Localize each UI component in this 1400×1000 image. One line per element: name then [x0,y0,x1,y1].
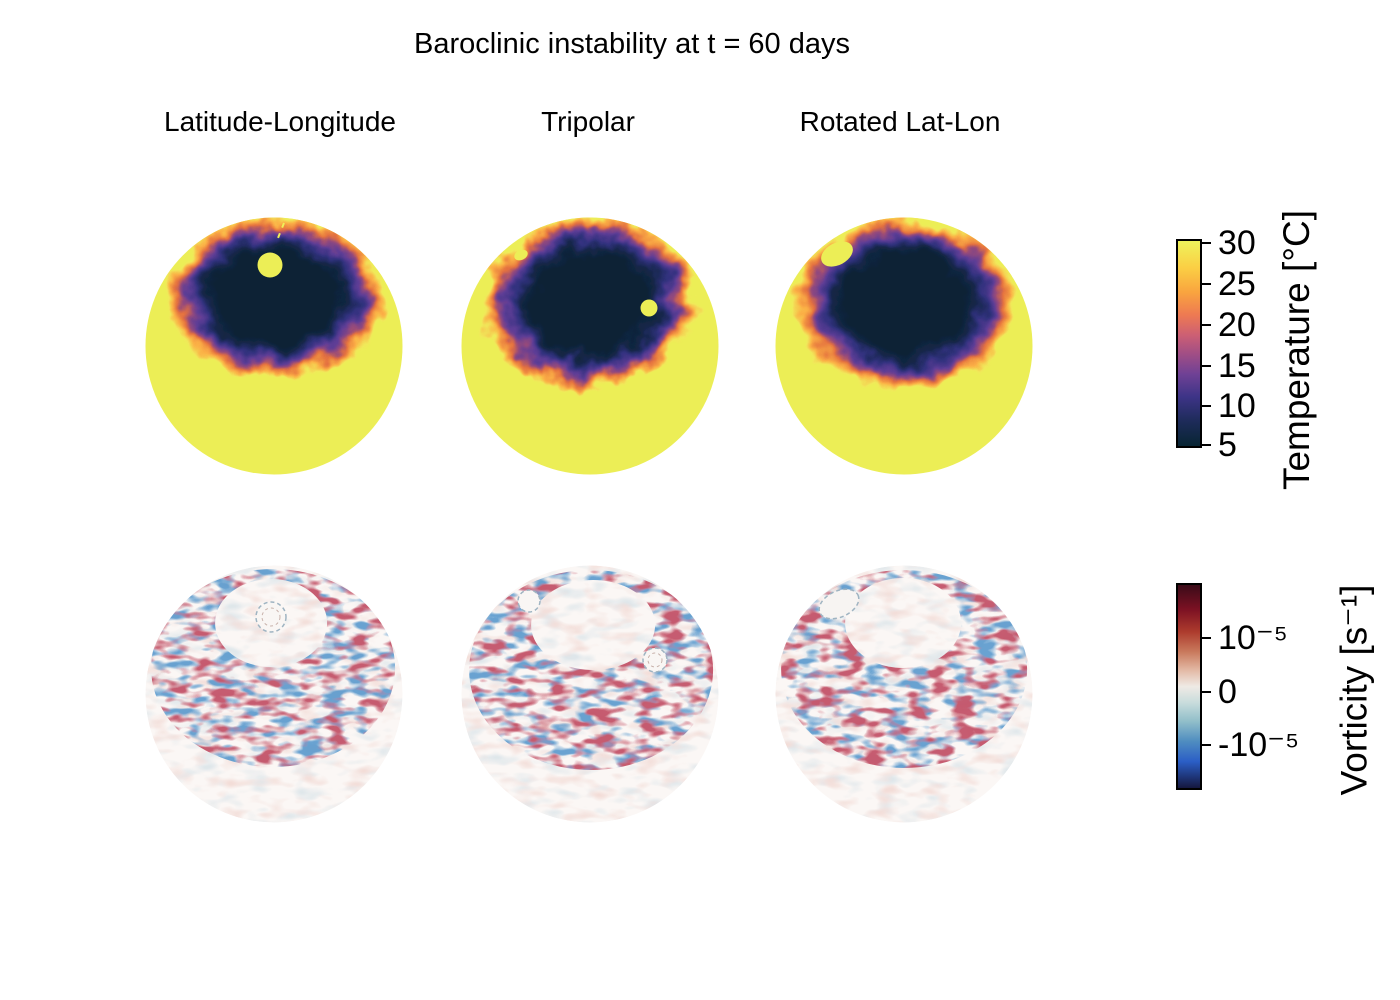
temperature-tick-20: 20 [1202,308,1256,342]
figure-title: Baroclinic instability at t = 60 days [413,28,851,60]
temperature-colorbar-gradient [1176,239,1202,448]
temperature-tick-15: 15 [1202,349,1256,383]
tick-mark [1202,364,1211,368]
vorticity-colorbar: 10⁻⁵ 0 -10⁻⁵ [1176,583,1299,790]
tick-label: 30 [1218,224,1256,262]
column-header-tripolar: Tripolar [541,106,635,137]
sphere-vorticity-rotated [775,565,1033,823]
panel-vorticity-tripolar [461,565,719,823]
cold-polar-cap [481,217,699,392]
tick-label: 0 [1218,673,1237,711]
panel-temperature-tripolar [461,217,719,475]
tick-label: 25 [1218,265,1256,303]
pole-ring [255,601,287,633]
sphere-temperature-tripolar [461,217,719,475]
temperature-tick-10: 10 [1202,389,1256,423]
pole-ring [818,588,860,620]
sphere-vorticity-tripolar [461,565,719,823]
pole-hole-spot [821,241,853,267]
tick-label: 10 [1218,387,1256,425]
tick-label: 5 [1218,426,1237,464]
vorticity-filament-band [781,570,1028,768]
tick-label: 10⁻⁵ [1218,619,1288,657]
temperature-colorbar: 30 25 20 15 10 5 [1176,226,1256,462]
cold-polar-cap [165,217,387,380]
cold-polar-cap [793,217,1017,391]
tick-mark [1202,282,1211,286]
vorticity-axis-label: Vorticity [s⁻¹] [1333,584,1375,796]
tick-mark [1202,404,1211,408]
pole-ring [642,647,668,673]
tick-mark [1202,743,1211,747]
temperature-axis-label: Temperature [°C] [1276,209,1317,491]
temperature-tick-30: 30 [1202,226,1256,260]
tick-mark [1202,690,1211,694]
panel-temperature-latlon [145,217,403,475]
sphere-temperature-rotated [775,217,1033,475]
panel-temperature-rotated [775,217,1033,475]
tick-label: 20 [1218,306,1256,344]
vorticity-colorbar-gradient [1176,583,1202,790]
vorticity-tick-positive: 10⁻⁵ [1202,621,1288,655]
tick-mark [1202,323,1211,327]
grid-seam-line [275,222,285,244]
sphere-vorticity-latlon [145,565,403,823]
pole-ring [517,589,541,613]
panel-vorticity-latlon [145,565,403,823]
sphere-temperature-latlon [145,217,403,475]
vorticity-filament-band [469,570,714,770]
tick-mark [1202,443,1211,447]
temperature-tick-5: 5 [1202,428,1237,462]
tick-label: -10⁻⁵ [1218,726,1300,764]
pole-hole-spot [257,252,283,278]
panel-vorticity-rotated [775,565,1033,823]
vorticity-tick-zero: 0 [1202,675,1237,709]
pole-hole-spot [514,249,528,261]
column-header-rotated-latlon: Rotated Lat-Lon [799,106,1001,137]
vorticity-filament-band [151,569,396,767]
column-header-latitude-longitude: Latitude-Longitude [164,106,396,137]
vorticity-tick-negative: -10⁻⁵ [1202,728,1299,762]
tick-label: 15 [1218,347,1256,385]
pole-hole-spot [640,299,658,317]
tick-mark [1202,636,1211,640]
temperature-tick-25: 25 [1202,267,1256,301]
tick-mark [1202,241,1211,245]
